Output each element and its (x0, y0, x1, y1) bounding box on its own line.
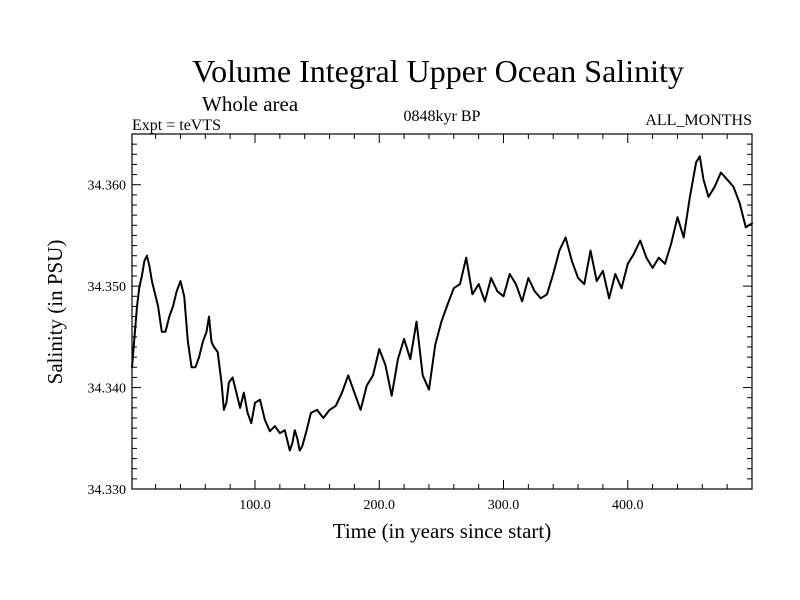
x-tick-label: 200.0 (364, 498, 396, 513)
months-label: ALL_MONTHS (645, 112, 752, 129)
x-tick-label: 100.0 (239, 498, 271, 513)
x-tick-label: 300.0 (488, 498, 520, 513)
y-tick-label: 34.360 (88, 179, 127, 194)
x-tick-label: 400.0 (612, 498, 644, 513)
experiment-label: Expt = teVTS (132, 117, 221, 134)
y-axis-label: Salinity (in PSU) (43, 240, 67, 385)
salinity-series-line (131, 155, 753, 452)
y-axis-ticks (132, 143, 752, 490)
x-axis-tick-labels: 100.0 200.0 300.0 400.0 (239, 498, 643, 513)
chart-subtitle: Whole area (202, 92, 299, 116)
y-axis-tick-labels: 34.330 34.340 34.350 34.360 (88, 179, 127, 498)
y-tick-label: 34.340 (88, 382, 127, 397)
x-axis-label: Time (in years since start) (333, 519, 552, 543)
period-label: 0848kyr BP (404, 108, 481, 125)
chart-title: Volume Integral Upper Ocean Salinity (192, 53, 684, 89)
plot-frame (131, 133, 753, 490)
y-tick-label: 34.350 (88, 280, 127, 295)
x-axis-ticks (155, 134, 728, 489)
y-tick-label: 34.330 (88, 483, 127, 498)
